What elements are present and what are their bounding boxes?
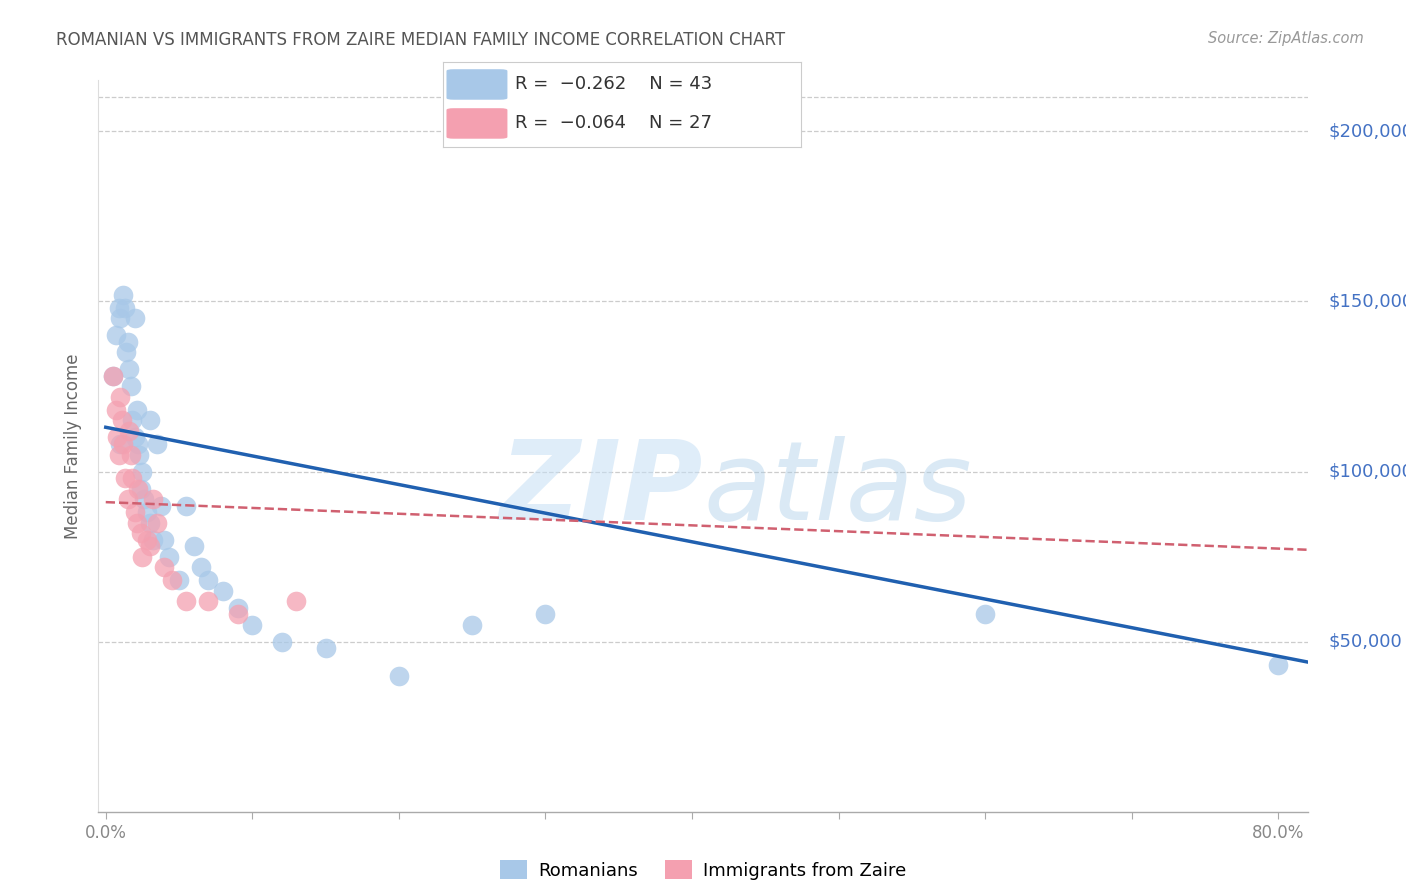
FancyBboxPatch shape	[447, 108, 508, 139]
Point	[135, 533, 157, 547]
Text: $50,000: $50,000	[1329, 632, 1402, 650]
Point	[114, 301, 136, 316]
Point	[124, 430, 146, 444]
Point	[114, 471, 136, 485]
Point	[534, 607, 557, 622]
Point	[1267, 658, 1289, 673]
Point	[285, 594, 308, 608]
Point	[146, 437, 169, 451]
Point	[120, 448, 142, 462]
Point	[129, 525, 152, 540]
Point	[110, 311, 132, 326]
Text: $150,000: $150,000	[1329, 293, 1406, 310]
Point	[108, 301, 131, 316]
Point	[176, 594, 198, 608]
Point	[197, 574, 219, 588]
Point	[176, 499, 198, 513]
Point	[112, 287, 135, 301]
Point	[142, 533, 165, 547]
FancyBboxPatch shape	[447, 70, 508, 100]
Point	[108, 448, 131, 462]
Point	[146, 516, 169, 530]
Point	[112, 437, 135, 451]
Point	[120, 379, 142, 393]
Point	[240, 617, 263, 632]
Point	[153, 533, 176, 547]
Point	[117, 491, 139, 506]
Point	[461, 617, 484, 632]
Point	[125, 403, 148, 417]
Point	[388, 668, 411, 682]
Text: R =  −0.064    N = 27: R = −0.064 N = 27	[515, 114, 711, 132]
Point	[150, 499, 173, 513]
Point	[129, 482, 152, 496]
Point	[121, 413, 143, 427]
Point	[160, 574, 183, 588]
Point	[110, 390, 132, 404]
Point	[115, 345, 138, 359]
Point	[315, 641, 337, 656]
Text: $200,000: $200,000	[1329, 122, 1406, 140]
Point	[110, 437, 132, 451]
Point	[105, 328, 128, 343]
Point	[128, 448, 150, 462]
Point	[124, 505, 146, 519]
Point	[101, 369, 124, 384]
Text: atlas: atlas	[703, 436, 972, 543]
Point	[131, 465, 153, 479]
Legend: Romanians, Immigrants from Zaire: Romanians, Immigrants from Zaire	[494, 853, 912, 887]
Point	[101, 369, 124, 384]
Point	[107, 430, 129, 444]
Y-axis label: Median Family Income: Median Family Income	[65, 353, 83, 539]
Point	[117, 335, 139, 350]
Text: $100,000: $100,000	[1329, 463, 1406, 481]
Point	[167, 574, 190, 588]
Point	[153, 559, 176, 574]
Point	[142, 491, 165, 506]
Point	[190, 559, 212, 574]
Point	[226, 607, 249, 622]
Point	[157, 549, 180, 564]
Text: ROMANIAN VS IMMIGRANTS FROM ZAIRE MEDIAN FAMILY INCOME CORRELATION CHART: ROMANIAN VS IMMIGRANTS FROM ZAIRE MEDIAN…	[56, 31, 786, 49]
Point	[132, 491, 155, 506]
Text: ZIP: ZIP	[499, 436, 703, 543]
Text: R =  −0.262    N = 43: R = −0.262 N = 43	[515, 76, 711, 94]
Point	[270, 634, 292, 648]
Point	[212, 583, 235, 598]
Text: Source: ZipAtlas.com: Source: ZipAtlas.com	[1208, 31, 1364, 46]
Point	[183, 540, 205, 554]
Point	[105, 403, 128, 417]
Point	[111, 413, 134, 427]
Point	[125, 516, 148, 530]
Point	[226, 600, 249, 615]
Point	[138, 540, 160, 554]
Point	[118, 424, 141, 438]
Point	[118, 362, 141, 376]
Point	[135, 505, 157, 519]
Point	[197, 594, 219, 608]
Point	[974, 607, 997, 622]
Point	[131, 549, 153, 564]
Point	[121, 471, 143, 485]
Point	[127, 437, 149, 451]
Point	[138, 413, 160, 427]
Point	[127, 482, 149, 496]
Point	[138, 516, 160, 530]
Point	[124, 311, 146, 326]
